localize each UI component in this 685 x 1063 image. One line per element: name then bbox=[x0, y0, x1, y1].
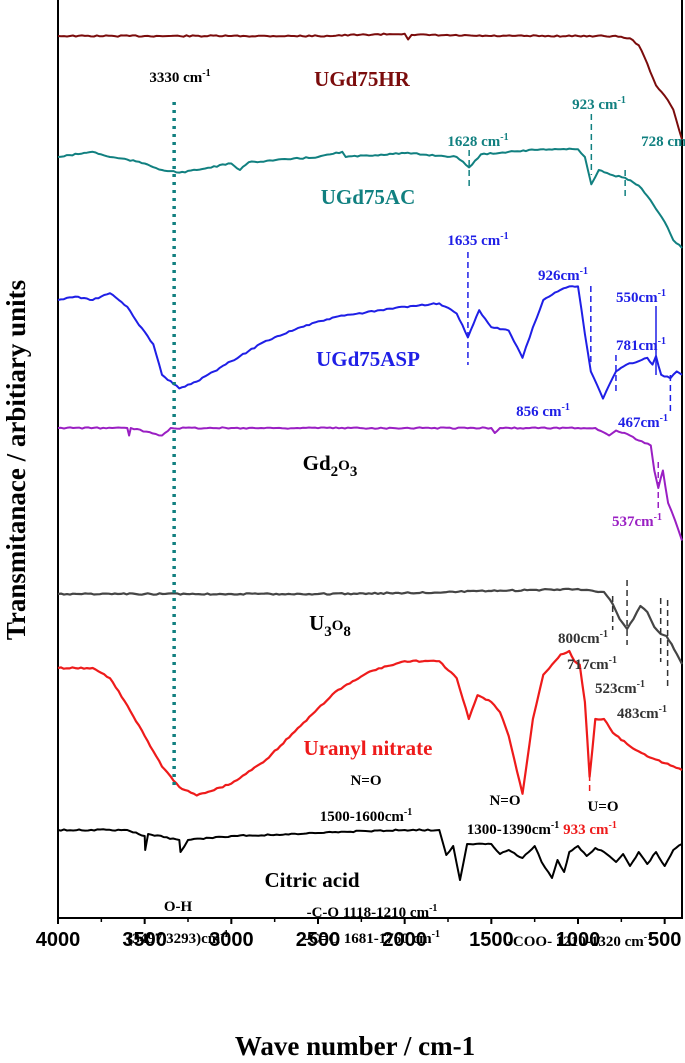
x-tick-label: 2500 bbox=[296, 929, 341, 951]
series-name-label: UGd75ASP bbox=[316, 347, 420, 371]
peak-label: 1628 cm-1 bbox=[447, 132, 508, 150]
peak-label: 483cm-1 bbox=[617, 704, 667, 722]
annotation-label: U=O bbox=[587, 799, 618, 815]
x-ticks: 4000 3500 3000 2500 2000 1500 1000 500 bbox=[36, 918, 681, 951]
series-line-5 bbox=[57, 649, 683, 797]
x-axis-title: Wave number / cm-1 bbox=[235, 1031, 475, 1061]
peak-label: 550cm-1 bbox=[616, 288, 666, 306]
series-line-4 bbox=[57, 587, 683, 665]
x-tick-label: 4000 bbox=[36, 929, 81, 951]
plot-frame bbox=[57, 0, 683, 919]
text-labels: UGd75HR UGd75AC UGd75ASP Gd2O3 U3O8 Uranyl ni… bbox=[127, 67, 685, 950]
annotation-label: -COO- 1210-1320 cm-1 bbox=[508, 932, 652, 950]
series-line-1 bbox=[57, 147, 683, 249]
spectra bbox=[57, 32, 683, 881]
peak-label: 467cm-1 bbox=[618, 413, 668, 431]
annotation-label: 3330 cm-1 bbox=[149, 68, 210, 86]
series-name-label: UGd75HR bbox=[314, 67, 411, 91]
series-name-label: Uranyl nitrate bbox=[304, 736, 433, 760]
series-name-label: U3O8 bbox=[309, 611, 351, 640]
x-tick-label: 1000 bbox=[556, 929, 601, 951]
peak-label: 728 cm-1 bbox=[641, 132, 685, 150]
x-tick-label: 500 bbox=[648, 929, 681, 951]
series-name-label: UGd75AC bbox=[321, 185, 416, 209]
peak-label: 1635 cm-1 bbox=[447, 231, 508, 249]
series-name-label: Gd2O3 bbox=[303, 451, 358, 480]
annotation-label: 1300-1390cm-1 bbox=[467, 820, 560, 838]
x-tick-label: 3000 bbox=[209, 929, 254, 951]
peak-label: 717cm-1 bbox=[567, 655, 617, 673]
peak-label: 933 cm-1 bbox=[563, 820, 617, 838]
series-line-6 bbox=[57, 828, 683, 881]
series-name-label: Citric acid bbox=[264, 868, 359, 892]
annotation-label: N=O bbox=[350, 773, 381, 789]
peak-markers bbox=[172, 102, 672, 795]
series-line-3 bbox=[57, 426, 683, 541]
peak-label: 923 cm-1 bbox=[572, 95, 626, 113]
x-tick-label: 1500 bbox=[469, 929, 514, 951]
annotation-label: O-H bbox=[164, 899, 193, 915]
peak-label: 800cm-1 bbox=[558, 629, 608, 647]
x-tick-label: 2000 bbox=[382, 929, 427, 951]
annotation-label: N=O bbox=[489, 793, 520, 809]
peak-label: 781cm-1 bbox=[616, 336, 666, 354]
peak-label: 523cm-1 bbox=[595, 679, 645, 697]
peak-label: 856 cm-1 bbox=[516, 402, 570, 420]
annotation-label: -C=O 1681-1760 cm-1 bbox=[304, 929, 440, 947]
y-axis-title: Transmitanace / arbitiary units bbox=[1, 280, 31, 640]
annotation-label: (3497,3293)cm-1 bbox=[127, 929, 228, 947]
peak-label: 926cm-1 bbox=[538, 266, 588, 284]
series-line-2 bbox=[57, 285, 683, 400]
annotation-label: 1500-1600cm-1 bbox=[320, 807, 413, 825]
x-tick-label: 3500 bbox=[122, 929, 167, 951]
peak-label: 537cm-1 bbox=[612, 512, 662, 530]
annotation-label: -C-O 1118-1210 cm-1 bbox=[307, 903, 438, 921]
series-line-0 bbox=[57, 32, 683, 140]
